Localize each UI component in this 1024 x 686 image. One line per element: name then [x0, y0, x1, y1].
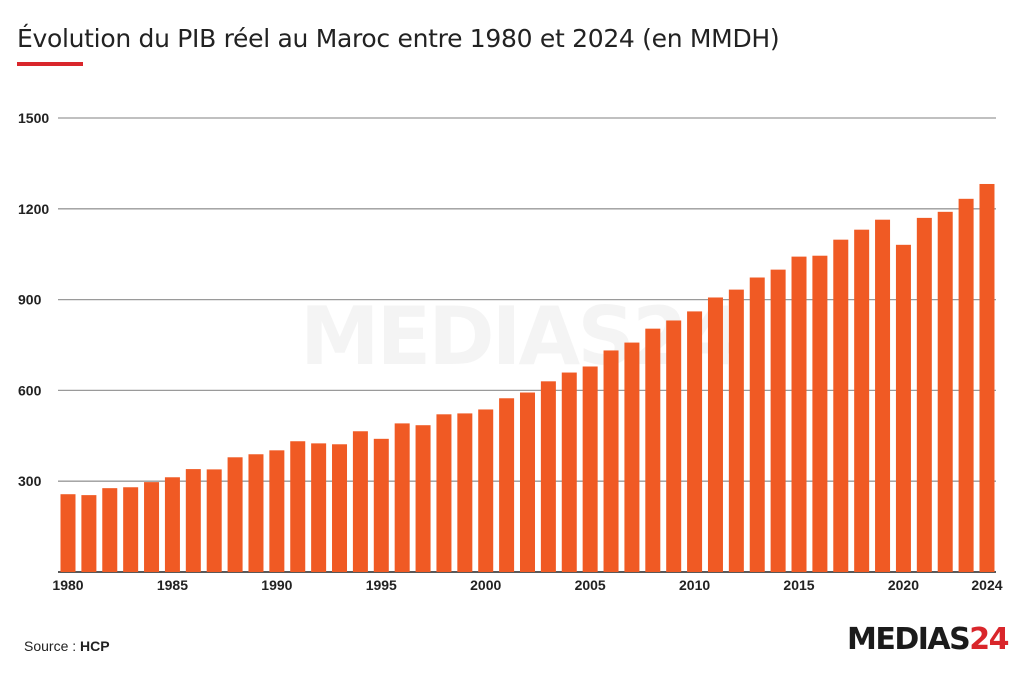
bar-2004: [561, 372, 577, 572]
x-tick-label: 2024: [971, 577, 1002, 593]
x-tick-label: 1980: [52, 577, 83, 593]
bar-1993: [332, 444, 348, 572]
bar-2003: [540, 381, 556, 572]
x-tick-label: 1990: [261, 577, 292, 593]
bar-2018: [854, 229, 870, 572]
title-underline: [17, 62, 83, 66]
bar-2005: [582, 366, 598, 572]
bar-2010: [687, 311, 703, 572]
bar-1989: [248, 454, 264, 572]
bar-1980: [60, 494, 76, 572]
bar-1999: [457, 413, 473, 572]
source-note: Source : HCP: [24, 638, 110, 654]
bar-1984: [144, 482, 160, 572]
bar-1983: [123, 487, 139, 572]
bar-1998: [436, 414, 452, 572]
bar-2021: [916, 217, 932, 572]
bar-2019: [875, 219, 891, 573]
y-tick-label: 300: [18, 473, 42, 489]
bar-1992: [311, 443, 327, 572]
x-tick-label: 2000: [470, 577, 501, 593]
bar-1981: [81, 495, 97, 572]
bar-1986: [185, 469, 201, 572]
bar-2002: [519, 392, 535, 572]
bar-2009: [666, 320, 682, 572]
y-tick-label: 1500: [18, 110, 49, 126]
x-tick-label: 2005: [575, 577, 606, 593]
bar-2015: [791, 256, 807, 572]
bar-2024: [979, 183, 995, 573]
bar-1997: [415, 425, 431, 572]
x-tick-label: 1995: [366, 577, 397, 593]
bar-2012: [728, 289, 744, 572]
bar-2017: [833, 239, 849, 572]
bar-1996: [394, 423, 410, 572]
bar-2022: [937, 211, 953, 572]
y-tick-label: 600: [18, 382, 42, 398]
x-tick-label: 1985: [157, 577, 188, 593]
y-tick-label: 900: [18, 292, 42, 308]
bar-1994: [352, 431, 368, 572]
logo-number: 24: [969, 622, 1009, 657]
bar-1988: [227, 457, 243, 572]
bar-2006: [603, 350, 619, 572]
logo-text: MEDIAS: [847, 622, 971, 657]
bar-2016: [812, 255, 828, 573]
x-tick-label: 2020: [888, 577, 919, 593]
bar-2013: [749, 277, 765, 572]
medias24-logo: MEDIAS24: [847, 622, 1009, 657]
bar-2001: [499, 398, 515, 572]
x-tick-label: 2010: [679, 577, 710, 593]
bar-1991: [290, 441, 306, 572]
bar-1985: [164, 477, 180, 572]
bar-2008: [645, 328, 661, 572]
bar-1990: [269, 450, 285, 572]
bar-1987: [206, 469, 222, 572]
bar-2023: [958, 198, 974, 572]
chart-title: Évolution du PIB réel au Maroc entre 198…: [17, 24, 780, 53]
bar-2007: [624, 342, 640, 572]
source-label: Source :: [24, 638, 81, 654]
bar-1995: [373, 438, 389, 572]
x-tick-label: 2015: [783, 577, 814, 593]
bar-2014: [770, 269, 786, 572]
y-tick-label: 1200: [18, 201, 49, 217]
source-value: HCP: [80, 638, 110, 654]
bar-2000: [478, 409, 494, 572]
bar-1982: [102, 488, 118, 572]
bar-2020: [895, 244, 911, 573]
bar-2011: [707, 297, 723, 572]
